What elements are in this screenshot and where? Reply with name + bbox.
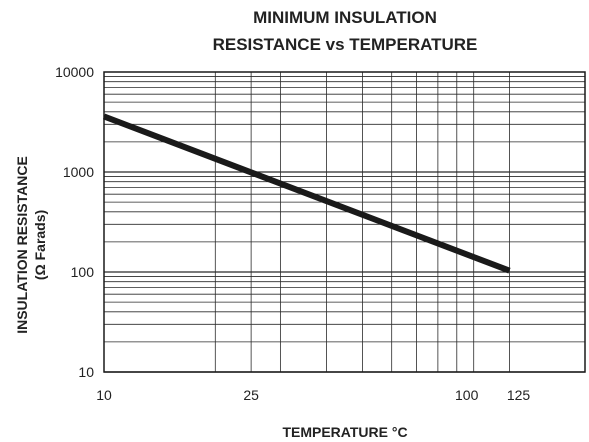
x-axis-label: TEMPERATURE °C — [282, 424, 407, 440]
chart-title-line-2: RESISTANCE vs TEMPERATURE — [213, 35, 478, 54]
x-tick-label: 100 — [455, 387, 479, 403]
y-axis-unit: (Ω Farads) — [32, 210, 48, 280]
series-line — [102, 113, 511, 274]
x-tick-labels: 10 25 100 125 — [96, 387, 530, 403]
plot-frame — [103, 71, 586, 373]
y-axis-unit-group: (Ω Farads) — [32, 210, 48, 280]
x-tick-label: 125 — [507, 387, 531, 403]
y-tick-label: 10 — [78, 364, 94, 380]
y-tick-label: 10000 — [55, 64, 94, 80]
plot-area — [102, 71, 586, 373]
y-tick-labels: 10 100 1000 10000 — [55, 64, 94, 380]
y-axis-label-group: INSULATION RESISTANCE — [14, 156, 30, 334]
y-tick-label: 1000 — [63, 164, 94, 180]
x-tick-label: 10 — [96, 387, 112, 403]
grid — [103, 72, 586, 373]
y-tick-label: 100 — [71, 264, 95, 280]
series-group — [102, 113, 511, 274]
x-tick-label: 25 — [243, 387, 259, 403]
chart-title-line-1: MINIMUM INSULATION — [253, 8, 437, 27]
y-axis-label: INSULATION RESISTANCE — [14, 156, 30, 334]
